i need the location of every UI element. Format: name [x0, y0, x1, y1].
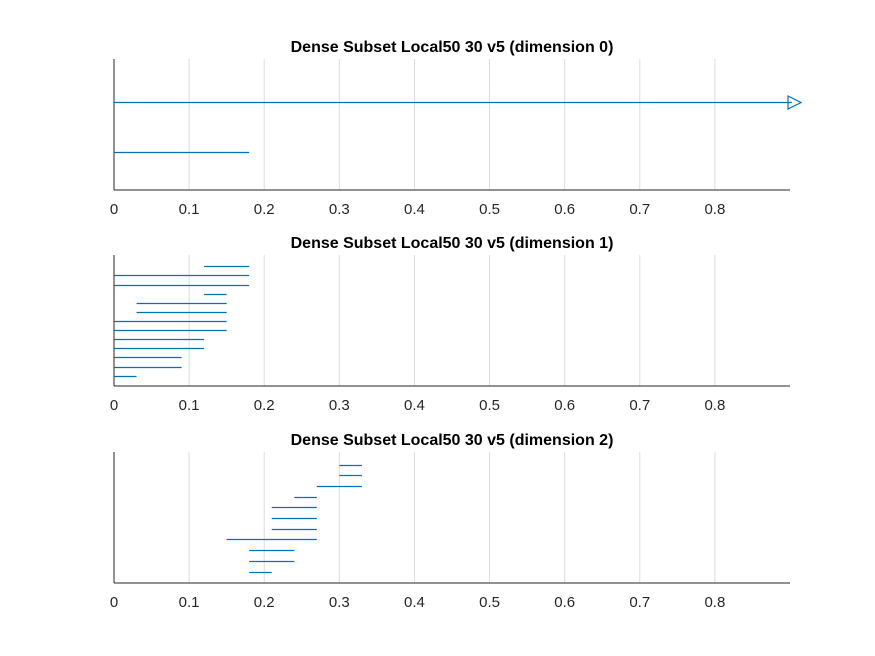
x-tick-label: 0.2 — [254, 201, 275, 218]
subplot-dimension-1: 0 0.1 0.2 0.3 0.4 0.5 0.6 0.7 0.8 Dense Subset Lo… — [110, 235, 790, 414]
x-tick-label: 0.5 — [479, 594, 500, 611]
x-tick-label: 0.6 — [554, 201, 575, 218]
infinity-arrow-marker — [787, 95, 803, 110]
x-tick-label: 0 — [110, 201, 118, 218]
x-tick-label: 0.7 — [629, 397, 650, 414]
chart-title: Dense Subset Local50 30 v5 (dimension 0) — [291, 39, 614, 56]
x-tick-label: 0.1 — [179, 397, 200, 414]
chart-title: Dense Subset Local50 30 v5 (dimension 2) — [291, 432, 614, 449]
x-tick-label: 0.3 — [329, 201, 350, 218]
x-tick-label: 0.2 — [254, 397, 275, 414]
x-tick-label: 0.6 — [554, 397, 575, 414]
x-tick-label: 0.6 — [554, 594, 575, 611]
x-tick-label: 0.4 — [404, 397, 425, 414]
x-tick-label: 0.4 — [404, 594, 425, 611]
x-tick-label: 0.2 — [254, 594, 275, 611]
x-tick-label: 0.3 — [329, 594, 350, 611]
x-tick-label: 0.7 — [629, 201, 650, 218]
chart-title: Dense Subset Local50 30 v5 (dimension 1) — [291, 235, 614, 252]
x-tick-label: 0 — [110, 397, 118, 414]
x-tick-label: 0.1 — [179, 594, 200, 611]
x-tick-label: 0.3 — [329, 397, 350, 414]
x-tick-label: 0 — [110, 594, 118, 611]
x-tick-label: 0.7 — [629, 594, 650, 611]
x-tick-label: 0.8 — [704, 397, 725, 414]
x-tick-label: 0.8 — [704, 594, 725, 611]
x-tick-label: 0.5 — [479, 201, 500, 218]
subplot-dimension-0: 0 0.1 0.2 0.3 0.4 0.5 0.6 0.7 0.8 Dense Subset Lo… — [110, 39, 803, 218]
x-tick-label: 0.5 — [479, 397, 500, 414]
subplot-dimension-2: 0 0.1 0.2 0.3 0.4 0.5 0.6 0.7 0.8 Dense Subset Lo… — [110, 432, 790, 611]
x-tick-label: 0.4 — [404, 201, 425, 218]
x-tick-label: 0.8 — [704, 201, 725, 218]
x-tick-label: 0.1 — [179, 201, 200, 218]
